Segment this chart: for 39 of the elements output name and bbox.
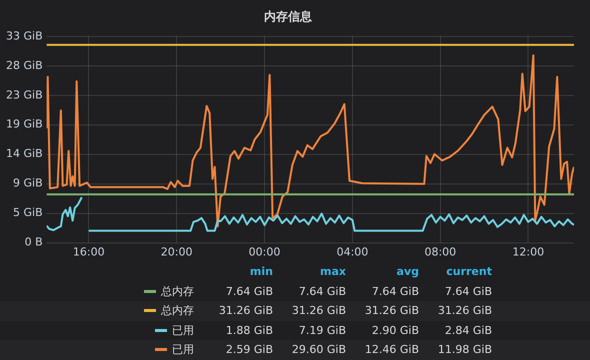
y-tick-label: 0 B [24,236,43,249]
chart-title: 内存信息 [264,9,313,24]
text: max [319,265,346,278]
legend-label: 总内存 [161,303,194,318]
y-tick-label: 23 GiB [6,88,43,102]
text: 2.90 GiB [370,324,419,337]
text: 1.88 GiB [224,324,273,337]
legend-label: 总内存 [161,284,194,299]
x-tick-label: 20:00 [160,245,192,258]
y-tick-label: 33 GiB [6,29,43,42]
text: min [248,265,273,278]
text: current [445,265,492,278]
text: 12.46 GiB [364,343,419,356]
x-tick-label: 00:00 [248,245,280,258]
legend-label: 已用 [172,342,194,358]
text: 7.64 GiB [370,284,419,298]
text: 7.64 GiB [444,284,492,298]
text: 7.64 GiB [298,284,346,298]
x-tick-label: 12:00 [512,245,544,258]
x-tick-label: 08:00 [424,245,456,258]
text: 2.59 GiB [224,343,273,356]
legend-label: 已用 [172,322,194,338]
text: 31.26 GiB [218,304,273,318]
x-tick-label: 04:00 [336,245,368,258]
text: 31.26 GiB [364,304,419,318]
y-tick-label: 5 GiB [12,206,43,220]
y-tick-label: 28 GiB [6,58,43,72]
y-tick-label: 14 GiB [6,147,43,160]
y-tick-label: 9 GiB [12,176,43,190]
text: avg [396,265,419,278]
text: 2.84 GiB [444,324,492,337]
text: 29.60 GiB [290,343,346,356]
y-tick-label: 19 GiB [6,118,43,131]
text: 7.19 GiB [298,324,346,337]
text: 7.64 GiB [224,284,273,298]
text: 31.26 GiB [290,304,346,318]
text: 31.26 GiB [436,304,492,318]
text: 11.98 GiB [436,343,492,356]
x-tick-label: 16:00 [72,245,105,258]
